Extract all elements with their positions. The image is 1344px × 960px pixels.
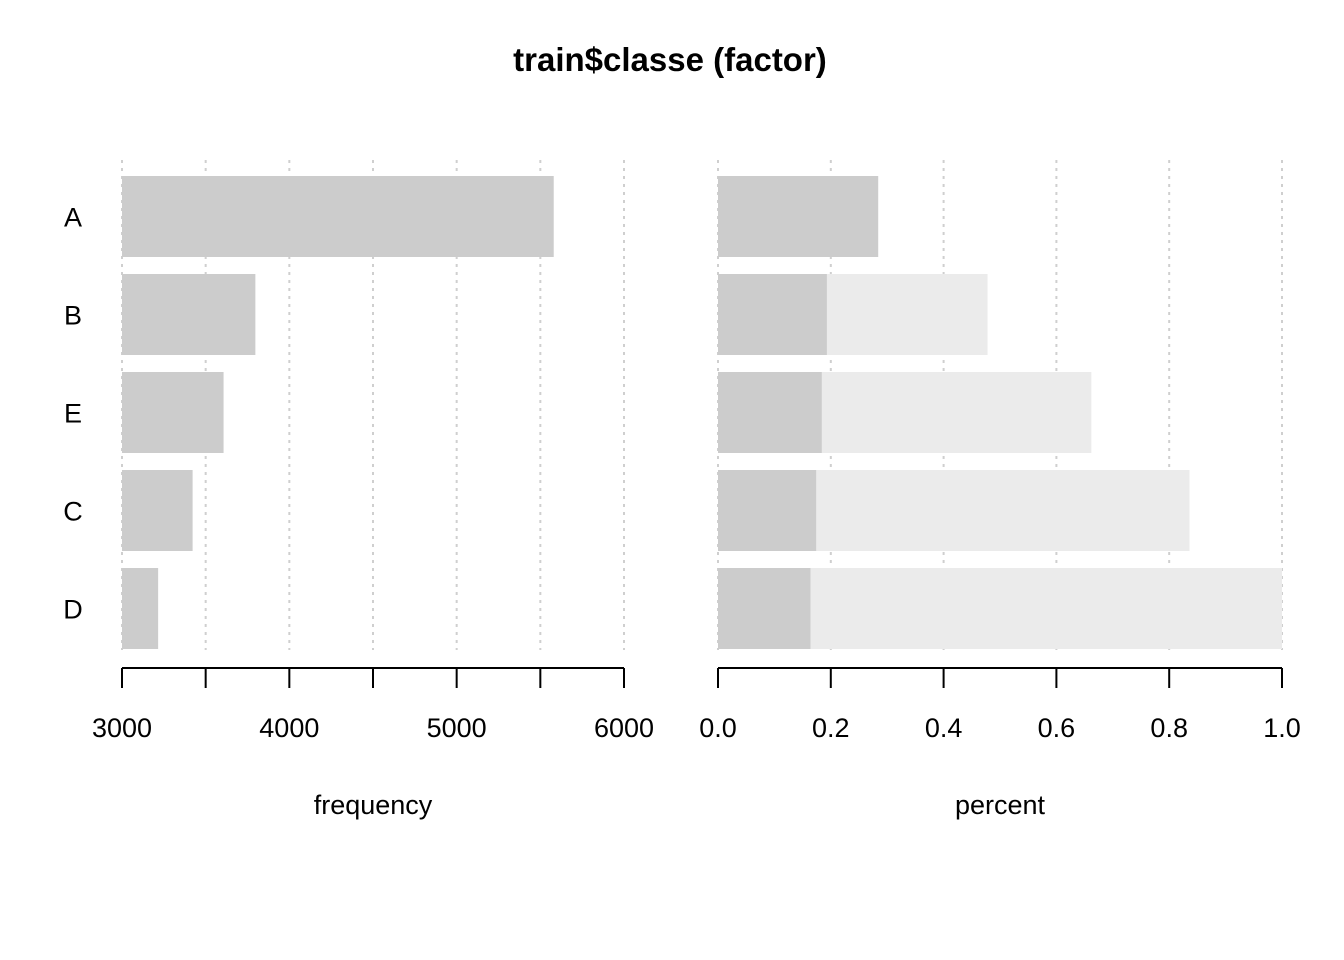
frequency-panel: 3000 4000 5000 6000 frequency [92,160,654,820]
bar-d [122,568,159,649]
frequency-axis-label: frequency [314,790,433,820]
cumulative-bar-d [718,568,1282,649]
x-tick-label: 0.0 [699,713,737,743]
category-label-e: E [64,399,82,429]
category-label-c: C [63,497,83,527]
x-tick-label: 1.0 [1263,713,1301,743]
bar-e [718,372,822,453]
bar-b [718,274,827,355]
bar-c [122,470,193,551]
category-label-d: D [63,595,83,625]
chart-title: train$classe (factor) [513,41,827,78]
bar-e [122,372,224,453]
bar-d [718,568,811,649]
category-labels: A B E C D [63,203,83,625]
category-label-a: A [64,203,82,233]
bar-b [122,274,256,355]
x-tick-label: 0.4 [925,713,963,743]
percent-panel: 0.0 0.2 0.4 0.6 0.8 1.0 percent [699,160,1301,820]
x-tick-label: 3000 [92,713,152,743]
x-tick-label: 0.2 [812,713,850,743]
x-tick-label: 6000 [594,713,654,743]
bar-a [718,176,879,257]
bar-a [122,176,554,257]
category-label-b: B [64,301,82,331]
x-tick-label: 0.6 [1038,713,1076,743]
x-tick-label: 0.8 [1150,713,1188,743]
bar-c [718,470,817,551]
percent-axis-label: percent [955,790,1046,820]
x-tick-label: 5000 [427,713,487,743]
x-tick-label: 4000 [259,713,319,743]
